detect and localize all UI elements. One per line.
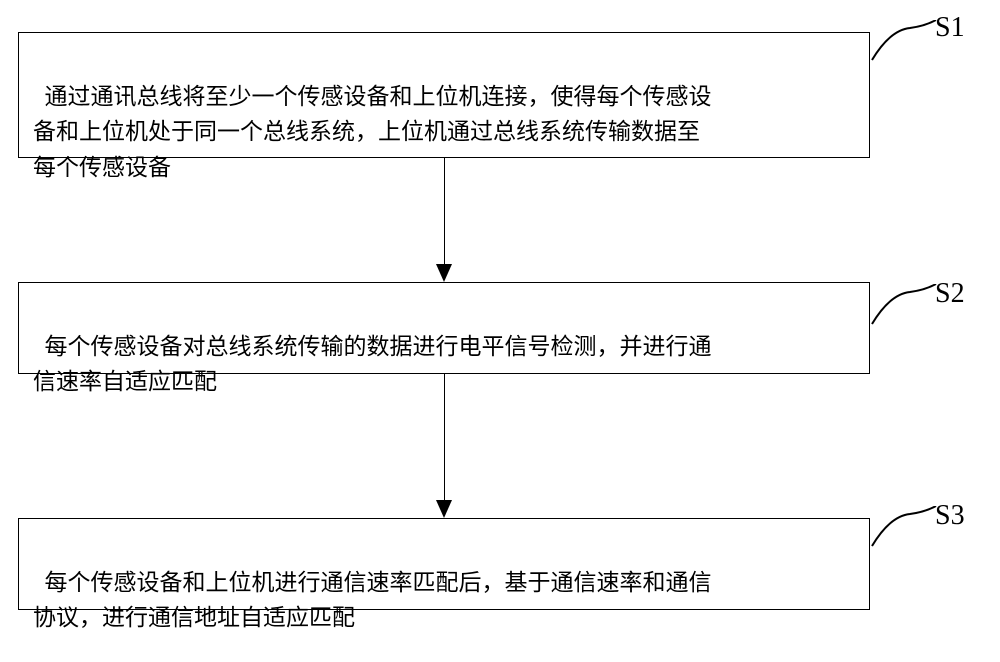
arrow-s2-s3-shaft <box>444 374 445 500</box>
flow-node-s3: 每个传感设备和上位机进行通信速率匹配后，基于通信速率和通信 协议，进行通信地址自… <box>18 518 870 610</box>
node-text: 通过通讯总线将至少一个传感设备和上位机连接，使得每个传感设 备和上位机处于同一个… <box>33 84 712 180</box>
swoosh-s3 <box>870 506 940 566</box>
arrow-s2-s3-head <box>436 500 452 518</box>
flow-node-s2: 每个传感设备对总线系统传输的数据进行电平信号检测，并进行通 信速率自适应匹配 <box>18 282 870 374</box>
arrow-s1-s2-shaft <box>444 158 445 264</box>
node-text: 每个传感设备对总线系统传输的数据进行电平信号检测，并进行通 信速率自适应匹配 <box>33 334 712 395</box>
swoosh-s1 <box>870 20 940 80</box>
flow-node-s1: 通过通讯总线将至少一个传感设备和上位机连接，使得每个传感设 备和上位机处于同一个… <box>18 32 870 158</box>
arrow-s1-s2-head <box>436 264 452 282</box>
swoosh-s2 <box>870 284 940 344</box>
node-text: 每个传感设备和上位机进行通信速率匹配后，基于通信速率和通信 协议，进行通信地址自… <box>33 570 712 631</box>
